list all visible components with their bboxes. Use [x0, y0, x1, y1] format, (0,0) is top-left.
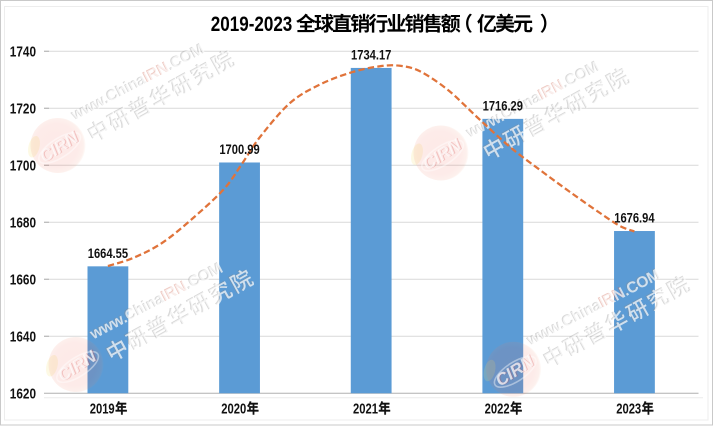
svg-text:1734.17: 1734.17 [351, 47, 392, 62]
svg-text:2021: 2021 [353, 400, 378, 417]
svg-text:1620: 1620 [10, 386, 36, 403]
svg-text:1640: 1640 [10, 329, 36, 346]
svg-text:2019-2023: 2019-2023 [211, 12, 293, 36]
svg-text:2019: 2019 [90, 400, 115, 417]
svg-text:1740: 1740 [10, 44, 36, 61]
svg-text:1700.99: 1700.99 [219, 142, 260, 157]
svg-text:2020: 2020 [221, 400, 246, 417]
svg-text:2023: 2023 [616, 400, 641, 417]
svg-text:2022: 2022 [485, 400, 510, 417]
svg-text:1680: 1680 [10, 215, 36, 232]
svg-text:1660: 1660 [10, 272, 36, 289]
svg-text:1676.94: 1676.94 [614, 211, 655, 226]
svg-text:1700: 1700 [10, 158, 36, 175]
svg-text:1664.55: 1664.55 [88, 246, 129, 261]
svg-text:1716.29: 1716.29 [483, 98, 524, 113]
svg-text:1720: 1720 [10, 101, 36, 118]
